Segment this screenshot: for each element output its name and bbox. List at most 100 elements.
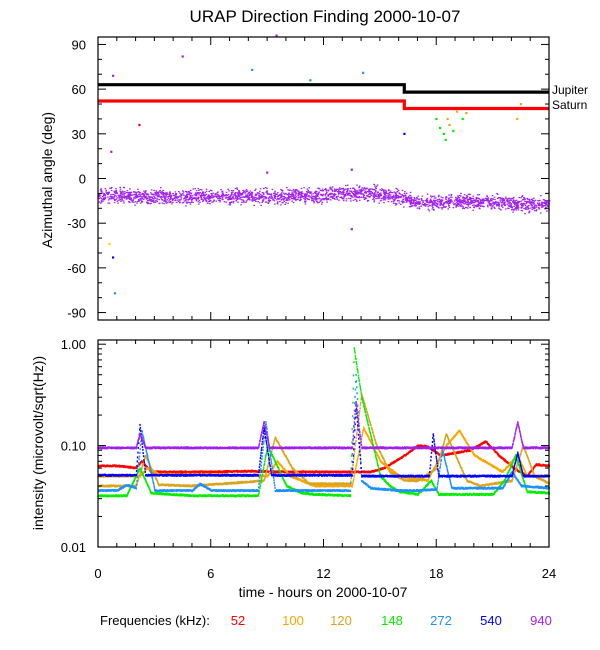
azimuth-band-point [455, 205, 458, 207]
azimuth-band-point [292, 188, 295, 190]
azimuth-band-point [513, 208, 516, 210]
azimuth-band-point [218, 199, 220, 202]
azimuth-band-point [355, 191, 357, 193]
azimuth-band-point [414, 204, 416, 206]
azimuth-band-point [230, 201, 233, 203]
azimuth-band-point [172, 201, 174, 203]
azimuth-band-point [347, 188, 349, 190]
azimuth-point [403, 132, 406, 135]
azimuth-band-point [232, 190, 235, 192]
azimuth-band-point [421, 200, 423, 202]
azimuth-band-point [505, 196, 507, 198]
azimuth-band-point [161, 192, 164, 194]
azimuth-band-point [503, 202, 506, 204]
azimuth-band-point [143, 190, 145, 192]
azimuth-band-point [545, 206, 547, 208]
azimuth-band-point [162, 193, 165, 195]
azimuth-band-point [509, 206, 512, 208]
azimuth-band-point [294, 190, 297, 192]
azimuth-band-point [387, 195, 390, 198]
azimuth-band-point [150, 196, 153, 198]
azimuth-band-point [329, 196, 332, 198]
intensity-point [281, 465, 284, 468]
azimuth-band-point [337, 195, 340, 197]
azimuth-band-point [359, 190, 361, 192]
azimuth-band-point [252, 198, 254, 200]
azimuth-band-point [395, 194, 398, 196]
azimuth-band-point [343, 189, 346, 191]
azimuth-band-point [217, 198, 219, 200]
azimuth-band-point [258, 198, 260, 200]
azimuth-band-point [313, 195, 315, 197]
azimuth-band-point [247, 193, 249, 195]
azimuth-band-point [409, 202, 412, 205]
azimuth-band-point [354, 198, 356, 200]
azimuth-band-point [506, 199, 508, 201]
azimuth-band-point [530, 203, 532, 205]
azimuth-band-point [384, 199, 387, 201]
azimuth-band-point [100, 190, 103, 192]
intensity-point [356, 460, 358, 463]
azimuth-band-point [107, 192, 110, 194]
azimuth-band-point [416, 207, 419, 209]
azimuth-point [113, 292, 117, 295]
azimuth-band-point [496, 201, 499, 203]
azimuth-point [350, 168, 353, 171]
azimuth-band-point [111, 198, 113, 200]
azimuth-band-point [373, 196, 375, 199]
azimuth-band-point [512, 198, 515, 200]
azimuth-band-point [419, 202, 422, 204]
azimuth-band-point [342, 193, 345, 195]
azimuth-band-point [103, 197, 105, 199]
azimuth-band-point [171, 203, 173, 205]
azimuth-band-point [347, 192, 350, 194]
azimuth-band-point [535, 205, 537, 207]
azimuth-band-point [165, 200, 168, 202]
azimuth-band-point [532, 201, 535, 204]
azimuth-band-point [537, 203, 539, 205]
azimuth-band-point [327, 194, 329, 196]
azimuth-band-point [430, 196, 433, 198]
azimuth-band-point [144, 190, 147, 192]
azimuth-band-point [478, 202, 480, 205]
azimuth-band-point [413, 201, 415, 203]
azimuth-band-point [476, 204, 478, 206]
azimuth-band-point [467, 193, 470, 195]
azimuth-band-point [458, 198, 461, 200]
azimuth-band-point [359, 199, 361, 201]
azimuth-band-point [254, 198, 257, 200]
azimuth-band-point [320, 193, 322, 195]
azimuth-band-point [487, 199, 490, 201]
azimuth-band-point [156, 191, 158, 193]
azimuth-band-point [374, 187, 377, 189]
azimuth-band-point [219, 199, 221, 201]
azimuth-band-point [520, 200, 523, 202]
azimuth-band-point [447, 203, 450, 205]
intensity-point [353, 478, 355, 481]
azimuth-band-point [517, 209, 520, 211]
azimuth-band-point [245, 195, 248, 197]
azimuth-band-point [341, 193, 343, 195]
azimuth-band-point [314, 196, 317, 198]
azimuth-band-point [417, 195, 420, 197]
azimuth-band-point [219, 201, 221, 203]
azimuth-band-point [455, 201, 458, 203]
azimuth-band-point [384, 194, 386, 196]
azimuth-band-point [375, 187, 377, 189]
azimuth-band-point [260, 194, 263, 196]
azimuth-band-point [265, 198, 267, 200]
azimuth-band-point [384, 196, 386, 198]
azimuth-band-point [163, 196, 165, 198]
azimuth-band-point [459, 201, 462, 203]
azimuth-band-point [251, 196, 254, 198]
azimuth-band-point [371, 188, 373, 190]
azimuth-band-point [240, 204, 242, 206]
azimuth-band-point [120, 191, 122, 193]
azimuth-band-point [489, 204, 491, 206]
azimuth-band-point [165, 196, 167, 198]
azimuth-band-point [342, 190, 345, 192]
azimuth-band-point [259, 188, 262, 190]
azimuth-band-point [438, 194, 440, 196]
azimuth-band-point [269, 196, 271, 198]
azimuth-band-point [186, 202, 188, 204]
